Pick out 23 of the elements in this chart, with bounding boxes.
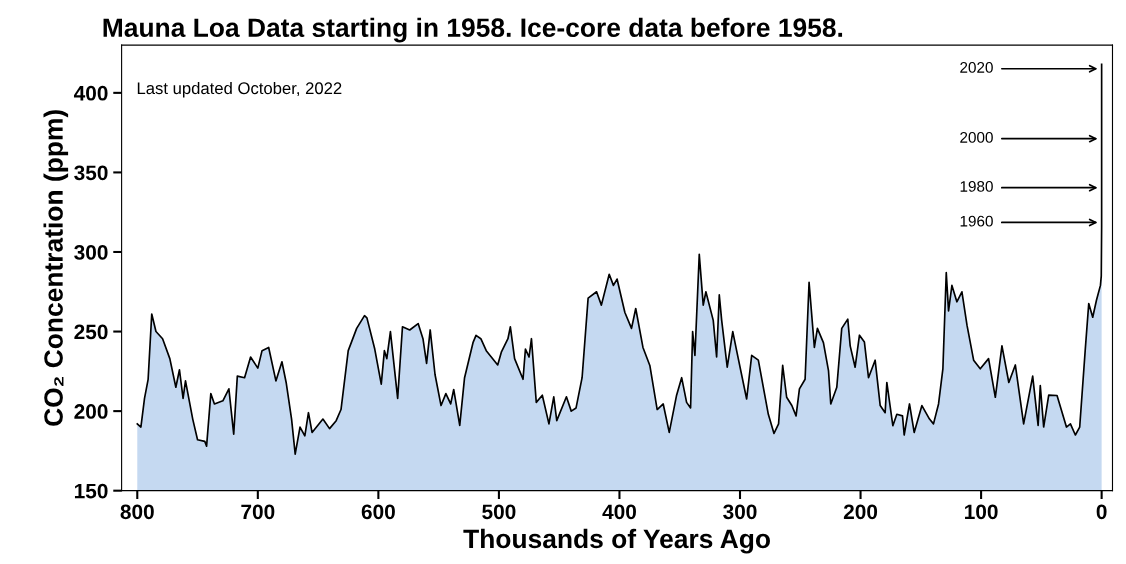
x-axis-title: Thousands of Years Ago: [463, 528, 770, 554]
x-tick-label: 0: [1096, 504, 1107, 520]
y-axis-title: CO₂ Concentration (ppm): [43, 110, 69, 426]
annotation: Last updated October, 2022: [137, 81, 342, 98]
annotation: 1960: [960, 215, 993, 227]
x-tick-label: 500: [482, 504, 516, 520]
y-tick-label: 400: [73, 85, 108, 101]
y-tick-label: 200: [74, 404, 108, 419]
x-tick-label: 700: [241, 504, 275, 520]
y-tick-label: 250: [74, 324, 108, 340]
x-tick-label: 300: [723, 504, 757, 520]
y-tick-label: 150: [74, 483, 108, 499]
y-tick-label: 350: [74, 165, 108, 181]
x-tick-label: 800: [120, 504, 154, 520]
x-tick-label: 100: [965, 504, 998, 520]
x-tick-label: 200: [843, 504, 878, 520]
annotation: 2020: [960, 62, 993, 73]
x-tick-label: 600: [361, 504, 395, 520]
annotation: 2000: [960, 131, 993, 143]
chart-title: Mauna Loa Data starting in 1958. Ice-core data before 1958.: [103, 17, 843, 43]
annotation: 1980: [960, 180, 993, 192]
x-tick-label: 400: [602, 504, 636, 520]
y-tick-label: 300: [74, 244, 108, 260]
